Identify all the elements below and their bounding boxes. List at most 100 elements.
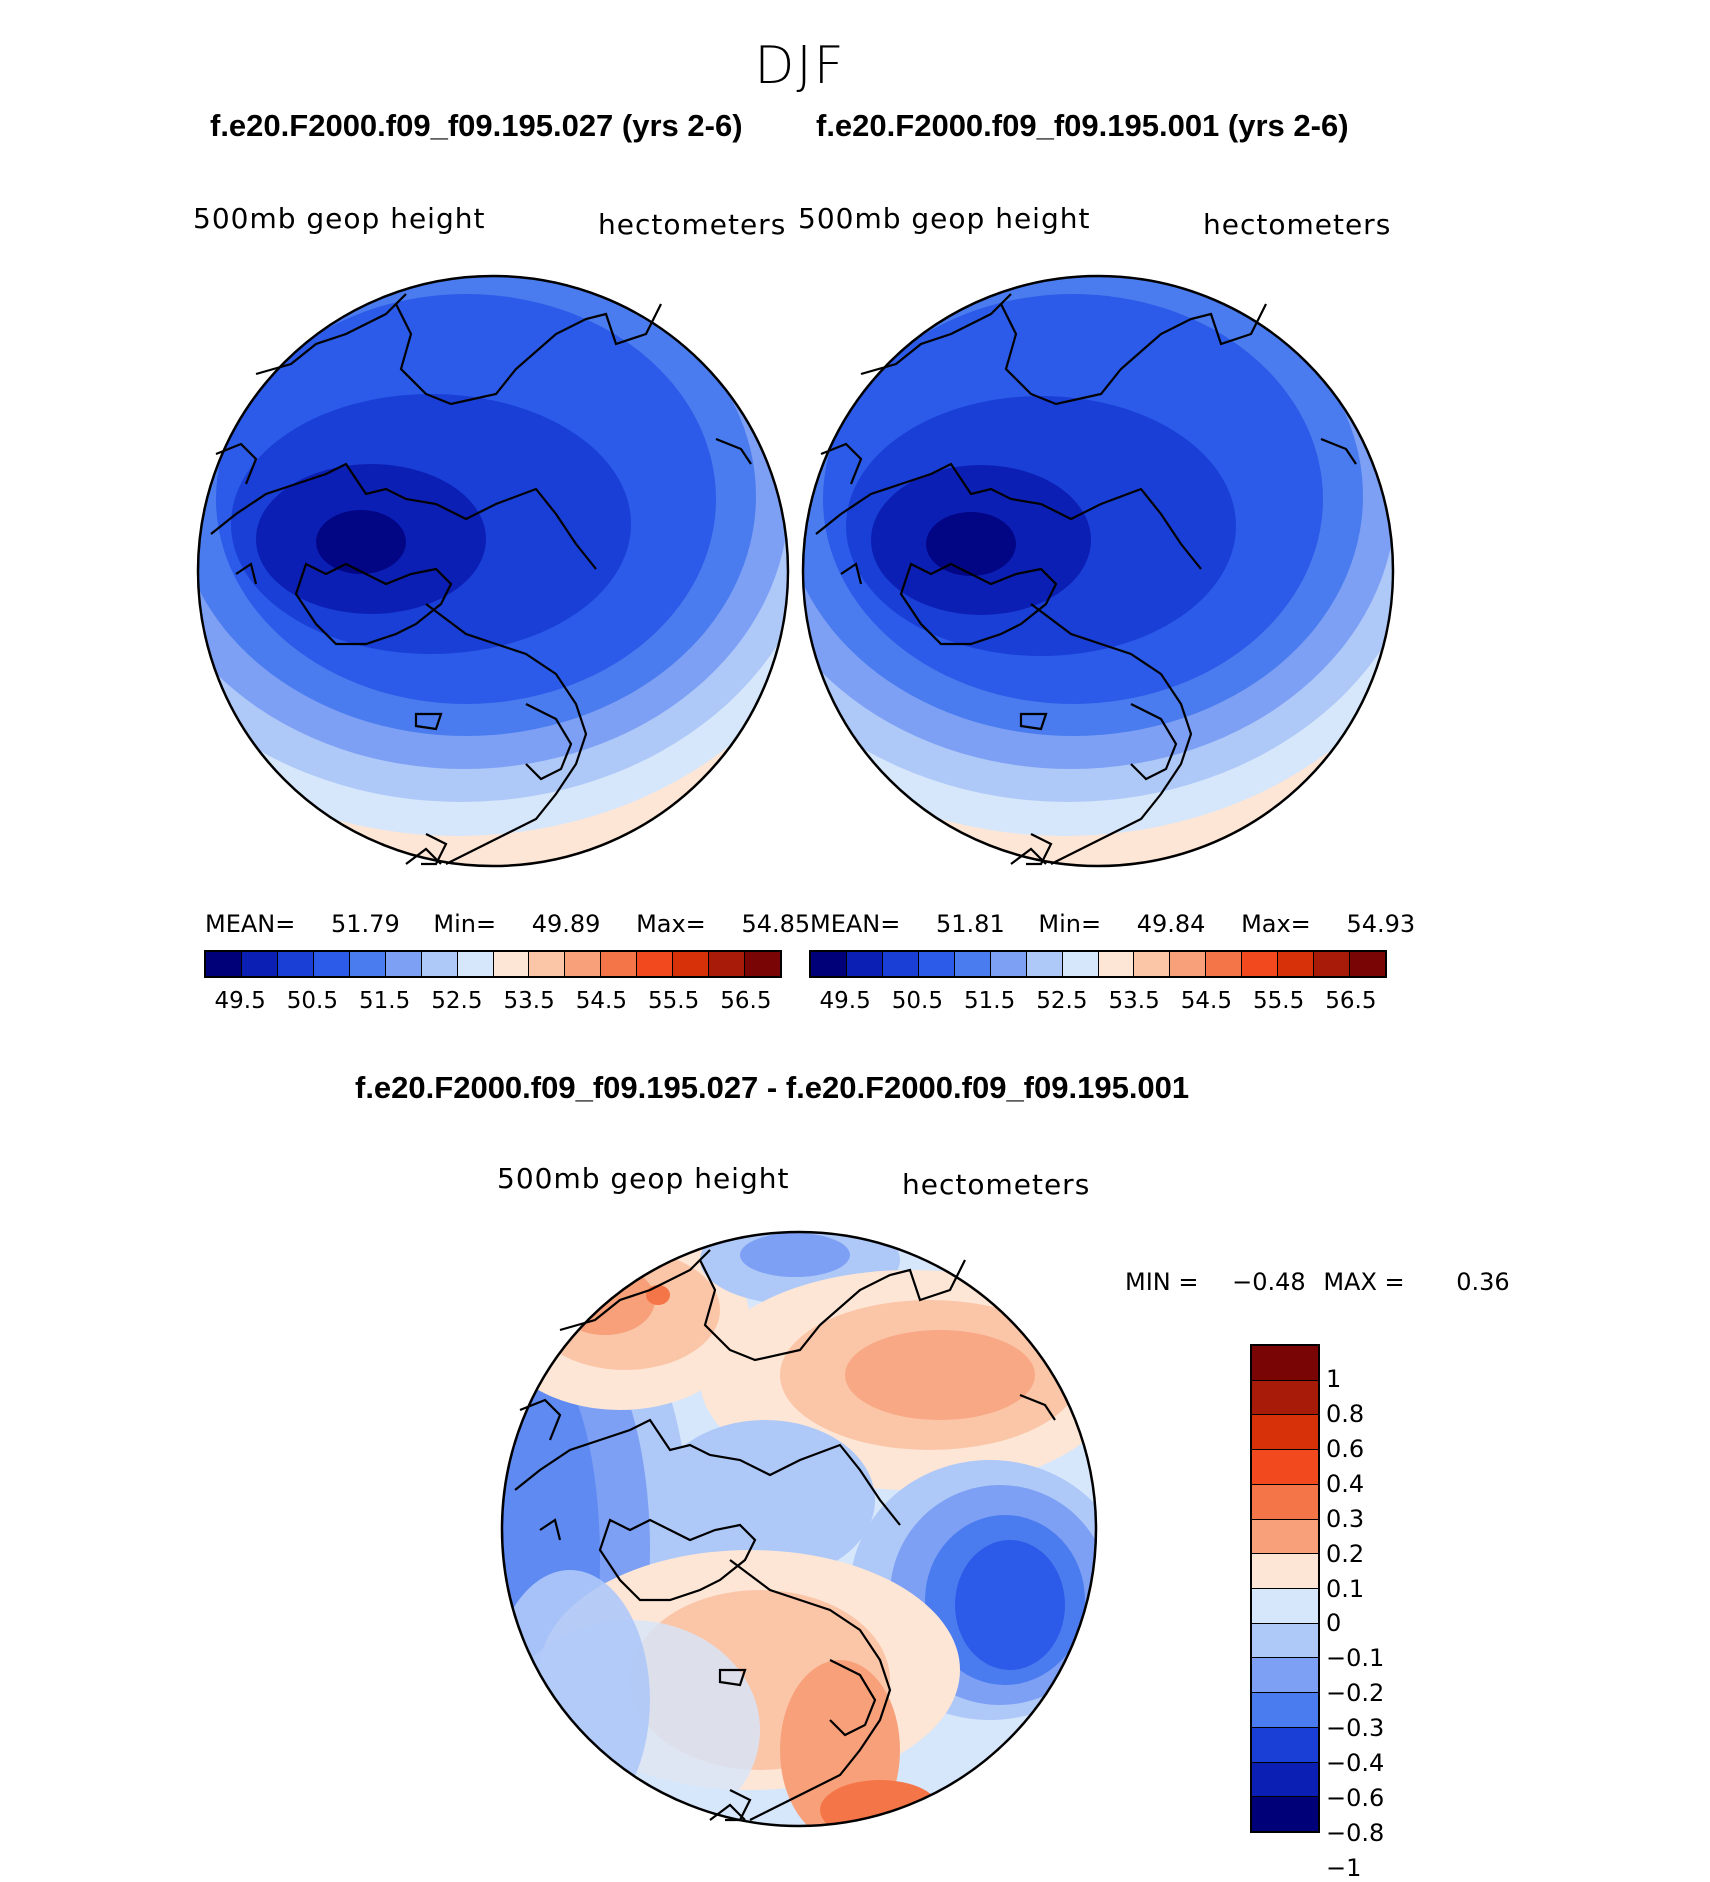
panel-2-colorbar-color-box-1 [846,952,883,976]
difference-colorbar-tick-label: 0.6 [1326,1434,1365,1463]
difference-colorbar-box-6 [1252,1554,1318,1590]
panel-1-colorbar-color-box-12 [637,952,674,976]
panel-2-colorbar-tick-label: 52.5 [1036,988,1088,1014]
season-title: DJF [754,36,846,96]
panel-2-colorbar-tick-label: 53.5 [1108,988,1160,1014]
panel-1-min-value: 49.89 [531,910,601,938]
panel-2-colorbar-color-box-14 [1314,952,1351,976]
panel-1-min-label: Min= [433,910,497,938]
panel-1-colorbar-color-box-8 [493,952,530,976]
difference-colorbar-tick-label: −1 [1326,1853,1362,1882]
panel-2-colorbar-tick-label: 54.5 [1180,988,1232,1014]
difference-colorbar-tick-label: 0.4 [1326,1469,1365,1498]
panel-1-stats: MEAN= 51.79 Min= 49.89 Max= 54.85 [205,910,810,938]
panel-2-min-value: 49.84 [1136,910,1206,938]
panel-1-mean-value: 51.79 [331,910,400,938]
coastlines-1 [210,293,752,866]
difference-colorbar-tick-label: −0.8 [1326,1819,1385,1847]
panel-1-units-label: hectometers [598,208,787,241]
panel-1-max-label: Max= [636,910,706,938]
polar-map-panel-2 [801,274,1395,868]
coastlines-difference [514,1249,1056,1822]
panel-2-field-label: 500mb geop height [798,202,1091,235]
panel-1-colorbar-tick-label: 53.5 [503,988,555,1014]
panel-1-colorbar-color-box-9 [529,952,566,976]
difference-field-label: 500mb geop height [497,1162,790,1195]
difference-colorbar-box-1 [1252,1380,1318,1416]
difference-colorbar-box-5 [1252,1519,1318,1555]
difference-colorbar-box-13 [1252,1797,1318,1832]
difference-colorbar-tick-label: 1 [1326,1364,1342,1393]
panel-2-colorbar-color-box-0 [811,952,847,976]
panel-2-colorbar-color-box-2 [882,952,919,976]
panel-2-colorbar-color-box-11 [1206,952,1243,976]
difference-colorbar-tick-label: −0.3 [1326,1714,1385,1743]
panel-1-colorbar-color-box-2 [277,952,314,976]
panel-2-colorbar [809,950,1387,978]
panel-2-colorbar-color-box-10 [1170,952,1207,976]
panel-2-colorbar-color-box-15 [1350,952,1385,976]
difference-colorbar-tick-label: 0.8 [1326,1399,1365,1428]
panel-2-colorbar-color-box-5 [990,952,1027,976]
panel-1-max-value: 54.85 [741,910,811,938]
panel-2-colorbar-tick-label: 49.5 [819,988,871,1014]
panel-2-max-value: 54.93 [1346,910,1416,938]
panel-2-units-label: hectometers [1203,208,1392,241]
difference-max-value: 0.36 [1456,1268,1510,1296]
difference-min-value: −0.48 [1232,1268,1306,1296]
difference-title: f.e20.F2000.f09_f09.195.027 - f.e20.F200… [355,1070,1190,1105]
difference-colorbar-box-4 [1252,1484,1318,1520]
map-boundary-1 [196,274,790,868]
difference-colorbar-tick-label: −0.2 [1326,1679,1385,1708]
panel-1-colorbar-color-box-6 [421,952,458,976]
panel-1-colorbar-color-box-10 [565,952,602,976]
panel-2-colorbar-tick-label: 55.5 [1253,988,1305,1014]
panel-2-mean-value: 51.81 [936,910,1005,938]
difference-colorbar-tick-label: 0.3 [1326,1504,1365,1533]
panel-1-colorbar-tick-label: 56.5 [720,988,772,1014]
panel-1-colorbar-color-box-13 [673,952,710,976]
panel-1-colorbar-color-box-0 [206,952,242,976]
panel-1-colorbar-color-box-1 [241,952,278,976]
polar-map-difference [500,1230,1098,1828]
difference-colorbar-box-3 [1252,1450,1318,1485]
panel-2-colorbar-color-box-9 [1134,952,1171,976]
panel-2-colorbar-color-box-6 [1026,952,1063,976]
difference-colorbar-tick-label: 0.2 [1326,1539,1365,1568]
panel-1-colorbar-color-box-14 [709,952,746,976]
panel-2-case-title: f.e20.F2000.f09_f09.195.001 (yrs 2-6) [816,108,1349,143]
panel-2-colorbar-tick-label: 56.5 [1325,988,1377,1014]
panel-1-colorbar-tick-label: 50.5 [286,988,338,1014]
map-boundary-2 [801,274,1395,868]
difference-max-label: MAX = [1323,1268,1405,1296]
difference-colorbar [1250,1344,1320,1833]
coastlines-2 [815,293,1357,866]
difference-colorbar-tick-label: −0.6 [1326,1784,1385,1813]
panel-1-colorbar-tick-label: 54.5 [575,988,627,1014]
polar-map-panel-1 [196,274,790,868]
difference-colorbar-box-8 [1252,1623,1318,1659]
panel-1-colorbar-color-box-7 [457,952,494,976]
difference-colorbar-box-10 [1252,1693,1318,1728]
panel-1-colorbar [204,950,782,978]
panel-2-min-label: Min= [1038,910,1102,938]
difference-colorbar-tick-label: 0.1 [1326,1574,1365,1603]
panel-1-colorbar-color-box-11 [601,952,638,976]
difference-colorbar-box-9 [1252,1658,1318,1694]
panel-1-colorbar-tick-label: 51.5 [359,988,411,1014]
panel-1-colorbar-tick-label: 49.5 [214,988,266,1014]
map-boundary-difference [500,1230,1098,1828]
panel-1-colorbar-color-box-5 [385,952,422,976]
difference-colorbar-tick-label: −0.4 [1326,1749,1385,1778]
panel-1-colorbar-color-box-15 [745,952,780,976]
difference-stats: MIN = −0.48 MAX = 0.36 [1125,1268,1510,1296]
panel-2-colorbar-color-box-12 [1242,952,1279,976]
panel-1-mean-label: MEAN= [205,910,296,938]
difference-colorbar-tick-label: 0 [1326,1609,1342,1638]
panel-2-colorbar-color-box-8 [1098,952,1135,976]
panel-2-stats: MEAN= 51.81 Min= 49.84 Max= 54.93 [810,910,1415,938]
panel-2-max-label: Max= [1241,910,1311,938]
difference-units-label: hectometers [902,1168,1091,1201]
difference-colorbar-box-0 [1252,1346,1318,1381]
difference-colorbar-box-11 [1252,1727,1318,1763]
